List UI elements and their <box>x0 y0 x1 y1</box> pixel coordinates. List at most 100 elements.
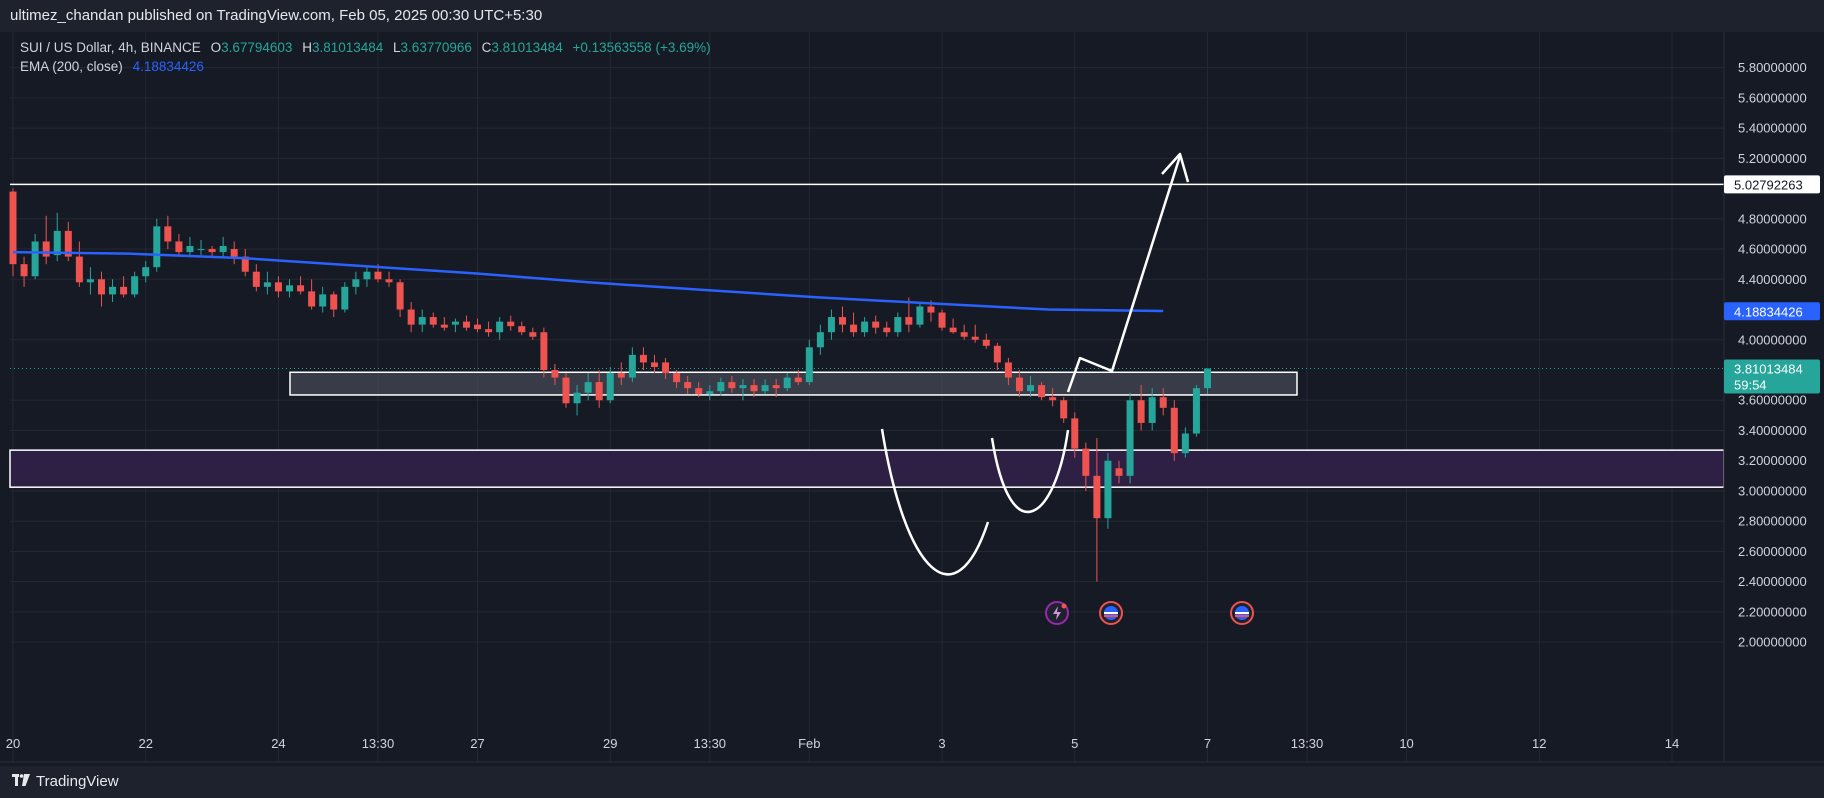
high-value: 3.81013484 <box>311 40 384 55</box>
candle-body <box>960 332 968 337</box>
candle-body <box>241 256 249 272</box>
level-price-tag-bg <box>1724 175 1820 194</box>
event-marker-earnings[interactable] <box>1045 601 1069 625</box>
candle-body <box>86 279 94 283</box>
candle-body <box>1126 400 1134 476</box>
candle-body <box>462 321 470 328</box>
candle-body <box>1071 418 1079 449</box>
candle-body <box>330 294 338 310</box>
lightning-icon <box>1053 606 1061 620</box>
candle-body <box>1148 397 1156 423</box>
candle-body <box>529 332 537 337</box>
candle-body <box>1060 400 1068 419</box>
chart-area[interactable]: 5.80000000 5.60000000 5.40000000 5.20000000… <box>0 32 1824 768</box>
support-zone <box>9 449 1725 488</box>
candle-body <box>64 230 72 257</box>
candle-body <box>208 249 216 253</box>
candle-body <box>673 373 681 383</box>
candle-body <box>42 241 50 257</box>
price-tick-label: 4.00000000 <box>1738 332 1807 347</box>
candle-body <box>982 339 990 346</box>
candle-body <box>363 271 371 280</box>
candle-body <box>540 332 548 370</box>
event-marker-us-news[interactable] <box>1099 601 1123 625</box>
candle-body <box>1104 460 1112 519</box>
candle-body <box>938 312 946 328</box>
event-markers[interactable] <box>1045 601 1254 625</box>
publication-header: ultimez_chandan published on TradingView… <box>0 0 1824 32</box>
w-pattern-left-curve <box>880 428 990 576</box>
annotations <box>880 152 1190 576</box>
candle-body <box>551 370 559 378</box>
candle-body <box>75 256 83 283</box>
candle-body <box>252 271 260 287</box>
candle-body <box>120 286 128 295</box>
time-tick-label: 22 <box>138 736 152 751</box>
candle-body <box>805 347 813 383</box>
candle-body <box>584 382 592 393</box>
candle-body <box>971 336 979 340</box>
candle-body <box>1192 388 1200 434</box>
candle-body <box>684 382 692 389</box>
candle-body <box>1115 468 1123 476</box>
price-tick-label: 5.80000000 <box>1738 60 1807 75</box>
candle-body <box>894 317 902 333</box>
price-tick-label: 2.00000000 <box>1738 635 1807 650</box>
price-axis-bg[interactable] <box>1724 32 1824 762</box>
candle-body <box>407 309 415 325</box>
candle-body <box>352 279 360 287</box>
candle-body <box>53 230 61 256</box>
price-tick-label: 4.40000000 <box>1738 272 1807 287</box>
candle-body <box>341 286 349 310</box>
time-tick-label: 13:30 <box>694 736 727 751</box>
candle-body <box>927 306 935 313</box>
event-marker-us-news[interactable] <box>1230 601 1254 625</box>
price-tick-label: 4.60000000 <box>1738 242 1807 257</box>
time-tick-label: 20 <box>6 736 20 751</box>
ema-line <box>12 250 1164 313</box>
time-tick-label: 27 <box>470 736 484 751</box>
candle-body <box>949 327 957 333</box>
candle-body <box>308 291 316 307</box>
ema-label: EMA (200, close) <box>20 59 123 74</box>
last-price-tag-bg <box>1724 359 1820 394</box>
resistance-zone <box>289 371 1298 396</box>
price-tick-label: 5.60000000 <box>1738 90 1807 105</box>
candle-body <box>131 276 139 295</box>
open-key: O <box>210 40 222 55</box>
candle-body <box>518 326 526 333</box>
candle-body <box>816 332 824 348</box>
tradingview-logo-icon[interactable] <box>12 766 30 798</box>
close-value: 3.81013484 <box>491 40 563 55</box>
candle-body <box>662 362 670 374</box>
time-axis-bg[interactable] <box>0 762 1824 768</box>
candle-body <box>794 377 802 383</box>
candle-body <box>374 271 382 280</box>
low-value: 3.63770966 <box>400 40 472 55</box>
candle-body <box>142 267 150 277</box>
candle-body <box>396 282 404 310</box>
grid <box>10 32 1724 762</box>
price-tick-label: 2.40000000 <box>1738 574 1807 589</box>
price-tick-label: 2.60000000 <box>1738 544 1807 559</box>
header-text: ultimez_chandan published on TradingView… <box>10 7 543 24</box>
candle-body <box>595 382 603 401</box>
low-key: L <box>393 40 401 55</box>
candle-body <box>1170 407 1178 454</box>
notification-dot <box>1061 603 1067 609</box>
candle-body <box>385 279 393 283</box>
candlestick-chart[interactable]: 5.80000000 5.60000000 5.40000000 5.20000000… <box>0 32 1824 768</box>
candle-body <box>606 373 614 401</box>
axes[interactable]: 5.80000000 5.60000000 5.40000000 5.20000000… <box>0 32 1824 768</box>
ema-price-tag-bg <box>1724 302 1820 321</box>
candle-body <box>474 324 482 330</box>
footer-brand[interactable]: TradingView <box>36 773 119 790</box>
time-tick-label: 13:30 <box>1291 736 1324 751</box>
candle-body <box>861 321 869 333</box>
candle-body <box>1027 385 1035 392</box>
candle-body <box>20 264 28 277</box>
flag-stripe <box>1104 615 1118 617</box>
candle-body <box>31 241 39 277</box>
candle-body <box>1038 385 1046 398</box>
